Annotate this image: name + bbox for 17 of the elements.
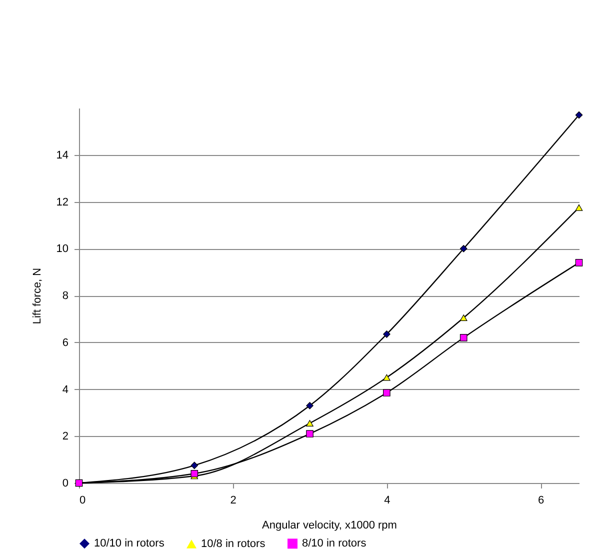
x-tick-label: 2 (230, 494, 236, 506)
y-tick-label: 8 (62, 290, 68, 302)
y-tick-label: 4 (62, 384, 68, 396)
x-tick-label: 4 (384, 494, 390, 506)
y-tick-label: 12 (56, 196, 68, 208)
y-tick-label: 2 (62, 430, 68, 443)
y-axis-title: Lift force, N (31, 268, 44, 324)
y-tick-label: 6 (62, 336, 68, 349)
legend-label: 8/10 in rotors (302, 538, 367, 550)
x-tick-label: 6 (538, 494, 544, 506)
x-axis-title: Angular velocity, x1000 rpm (262, 520, 397, 532)
x-tick-label: 0 (80, 494, 86, 506)
y-tick-label: 10 (56, 243, 68, 256)
y-tick-label: 14 (56, 149, 68, 162)
y-tick-label: 0 (62, 478, 68, 490)
legend-label: 10/10 in rotors (94, 538, 165, 550)
legend-label: 10/8 in rotors (201, 538, 266, 550)
